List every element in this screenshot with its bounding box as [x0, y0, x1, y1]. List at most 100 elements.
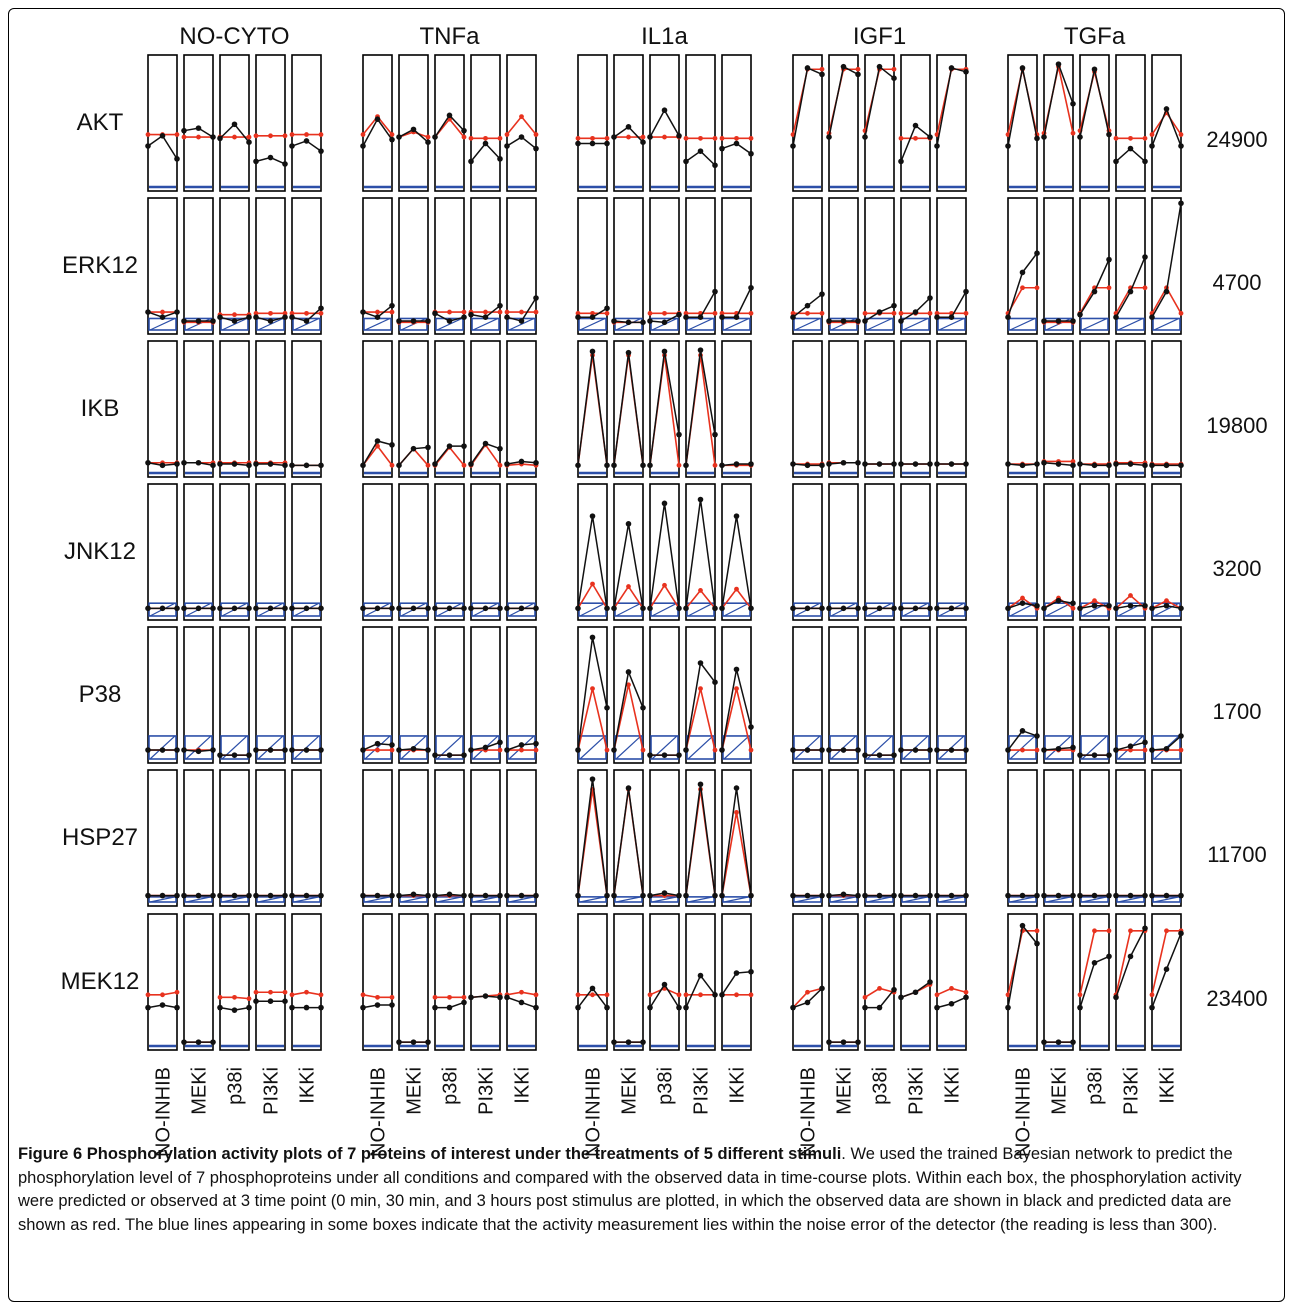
panel-box — [790, 913, 825, 1051]
panel-box — [217, 913, 252, 1051]
predicted-point — [1164, 598, 1169, 604]
panel-box — [934, 626, 969, 764]
observed-point — [748, 892, 754, 899]
inhibitor-label: MEKi — [834, 1067, 856, 1115]
observed-point — [504, 747, 510, 753]
observed-point — [246, 605, 252, 612]
panel-frame — [1115, 483, 1146, 621]
observed-point — [862, 318, 868, 324]
observed-point — [425, 444, 431, 451]
panel-box — [898, 913, 933, 1051]
noise-band-hatch — [1081, 317, 1108, 331]
observed-point — [210, 1039, 216, 1045]
panel-box — [396, 483, 431, 621]
observed-point — [604, 892, 610, 899]
observed-point — [611, 605, 617, 612]
panel-box — [898, 54, 933, 192]
observed-point — [647, 462, 653, 469]
panel-box — [934, 54, 969, 192]
observed-point — [410, 1039, 417, 1045]
panel-box — [468, 340, 503, 478]
observed-point — [963, 994, 969, 1001]
observed-point — [282, 747, 288, 753]
observed-point — [876, 461, 883, 467]
observed-point — [876, 309, 883, 315]
observed-point — [217, 892, 223, 899]
observed-point — [374, 438, 381, 444]
predicted-point — [360, 132, 366, 137]
observed-point — [575, 892, 581, 899]
panel-frame — [792, 913, 823, 1051]
observed-point — [819, 462, 825, 469]
noise-band-hatch — [1117, 317, 1144, 331]
observed-point — [145, 459, 151, 466]
observed-point — [396, 134, 402, 140]
observed-point — [1113, 605, 1119, 612]
noise-band-hatch — [149, 896, 176, 903]
predicted-point — [497, 135, 503, 141]
panel-box — [1077, 483, 1112, 621]
panel-box — [504, 483, 539, 621]
observed-point — [504, 314, 510, 321]
observed-point — [1178, 143, 1184, 149]
observed-point — [145, 309, 151, 315]
panel-frame — [828, 340, 859, 478]
panel-box — [468, 54, 503, 192]
observed-point — [640, 319, 646, 326]
observed-point — [1127, 743, 1134, 749]
observed-point — [468, 158, 474, 165]
panel-frame — [936, 913, 967, 1051]
panel-box — [683, 197, 718, 335]
observed-point — [855, 318, 861, 324]
predicted-point — [289, 992, 295, 998]
observed-point — [174, 747, 180, 753]
observed-point — [1106, 256, 1112, 263]
panel-box — [862, 626, 897, 764]
observed-point — [145, 892, 151, 899]
observed-point — [676, 752, 682, 758]
observed-point — [804, 302, 811, 309]
panel-box — [683, 913, 718, 1051]
observed-point — [1113, 158, 1119, 165]
observed-point — [604, 605, 610, 612]
observed-point — [432, 605, 438, 612]
predicted-point — [375, 994, 380, 1000]
observed-point — [748, 150, 754, 157]
inhibitor-label: p38i — [1085, 1067, 1107, 1105]
observed-point — [267, 998, 274, 1004]
observed-point — [253, 314, 259, 321]
predicted-point — [246, 996, 252, 1002]
predicted-point — [533, 992, 539, 998]
observed-point — [303, 318, 310, 324]
inhibitor-label: MEKi — [404, 1067, 426, 1115]
panel-box — [575, 197, 610, 335]
panel-box — [181, 913, 216, 1051]
observed-point — [518, 134, 525, 140]
observed-point — [733, 314, 740, 321]
predicted-point — [1164, 928, 1169, 934]
observed-point — [604, 305, 610, 312]
predicted-point — [819, 310, 825, 316]
panel-frame — [183, 54, 214, 192]
inhibitor-label: PI3Ki — [906, 1067, 928, 1115]
observed-point — [927, 747, 933, 753]
predicted-point — [1142, 135, 1148, 141]
observed-point — [1106, 953, 1112, 960]
panel-frame — [1079, 483, 1110, 621]
noise-band-hatch — [723, 317, 750, 331]
panel-frame — [1151, 483, 1182, 621]
panel-frame — [183, 483, 214, 621]
inhibitor-label: NO-INHIB — [583, 1067, 605, 1157]
panel-frame — [291, 340, 322, 478]
noise-band-hatch — [1153, 896, 1180, 903]
panel-frame — [291, 54, 322, 192]
observed-point — [840, 605, 847, 612]
noise-band — [1080, 317, 1109, 331]
observed-point — [174, 1004, 180, 1011]
panel-box — [898, 626, 933, 764]
panel-box — [289, 483, 324, 621]
panel-box — [647, 483, 682, 621]
observed-point — [1005, 605, 1011, 612]
observed-point — [246, 462, 252, 469]
observed-point — [1113, 461, 1119, 467]
